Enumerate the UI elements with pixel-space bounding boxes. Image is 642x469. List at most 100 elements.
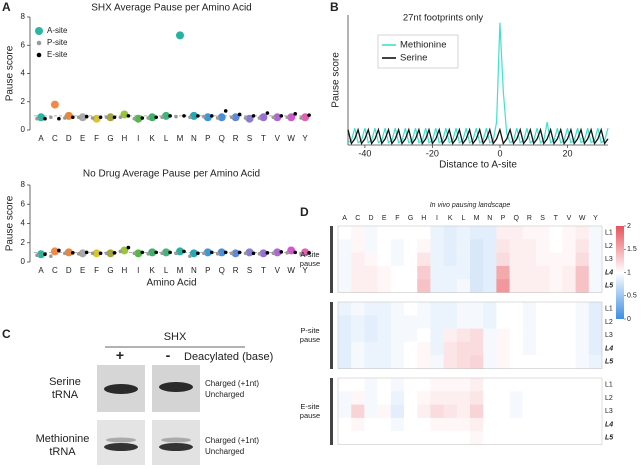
y-tick-label: 8 [21, 180, 26, 189]
heatmap-cell [417, 265, 431, 280]
column-label: P [501, 215, 506, 222]
heatmap-cell [496, 279, 510, 293]
dot [57, 248, 61, 253]
colorbar [616, 226, 624, 319]
heatmap-cell [549, 404, 563, 419]
dot [134, 249, 143, 258]
heatmap-cell [390, 378, 405, 392]
heatmap-cell [377, 341, 392, 356]
heatmap-cell [470, 341, 484, 356]
heatmap-cell [575, 302, 590, 316]
heatmap-cell [483, 302, 497, 316]
heatmap-cell [575, 252, 590, 267]
heatmap-cell [575, 404, 590, 419]
dot [245, 114, 254, 123]
dot [237, 250, 242, 255]
heatmap-cell [509, 302, 524, 316]
dot [160, 115, 164, 120]
heatmap-cell [470, 404, 484, 419]
dot [160, 251, 164, 256]
heatmap-cell [390, 279, 405, 293]
heatmap-cell [404, 265, 418, 280]
heatmap-cell [351, 265, 365, 280]
heatmap-cell [496, 252, 510, 267]
dot [50, 100, 59, 109]
heatmap-cell [338, 328, 352, 343]
dot [203, 113, 212, 122]
x-tick-label: -20 [426, 148, 439, 158]
x-tick-label: E [80, 266, 85, 275]
heatmap-cell [417, 355, 431, 369]
dot [231, 113, 240, 122]
heatmap-cell [470, 417, 484, 432]
heatmap-cell [351, 302, 365, 316]
heatmap-cell [470, 431, 484, 445]
heatmap-cell [364, 239, 378, 253]
heatmap-cell [430, 226, 444, 240]
dot [189, 249, 198, 258]
dot [293, 111, 298, 116]
x-tick-label: R [233, 266, 239, 275]
heatmap-cell [456, 302, 471, 316]
dot [84, 250, 89, 255]
heatmap-cell [588, 226, 603, 240]
x-tick-label: L [164, 266, 169, 275]
heatmap-cell [364, 404, 378, 419]
heatmap-cell [364, 417, 378, 432]
dot [168, 250, 172, 255]
heatmap-cell [351, 328, 365, 343]
heatmap-cell [443, 378, 458, 392]
heatmap-cell [536, 226, 550, 240]
dot [307, 251, 311, 255]
dot [243, 116, 248, 120]
heatmap-cell [417, 341, 431, 356]
heatmap-cell [404, 279, 418, 293]
dot [64, 111, 73, 120]
group-label: A-site pause [299, 250, 321, 269]
heatmap-cell [536, 252, 550, 267]
dot [78, 249, 87, 258]
heatmap-cell [522, 226, 537, 240]
y-tick-label: 2 [21, 238, 26, 247]
heatmap-cell [404, 239, 418, 253]
x-tick-label: Q [219, 266, 225, 275]
dot [168, 114, 172, 118]
heatmap-cell [443, 302, 458, 316]
heatmap-cell [470, 226, 484, 240]
group-frame [337, 225, 603, 293]
heatmap-cell [588, 355, 603, 369]
x-tick-label: L [164, 134, 169, 143]
row-label: L5 [605, 435, 613, 442]
x-axis-label: Amino Acid [146, 278, 196, 289]
heatmap-cell [443, 315, 458, 329]
row-label: L2 [605, 319, 613, 326]
heatmap-cell [509, 417, 524, 432]
heatmap-cell [390, 417, 405, 432]
dot [182, 249, 186, 254]
heatmap-cell [456, 279, 471, 293]
heatmap-cell [483, 226, 497, 240]
heatmap-cell [575, 239, 590, 253]
heatmap-cell [536, 341, 550, 356]
heatmap-cell [338, 252, 352, 267]
heatmap-cell [351, 404, 365, 419]
dot [90, 251, 95, 256]
panel-label: B [330, 0, 339, 14]
x-tick-label: E [80, 134, 85, 143]
y-tick-label: 6 [21, 40, 26, 49]
dot [174, 251, 178, 256]
heatmap-cell [430, 252, 444, 267]
row-label: L4 [605, 345, 613, 352]
panel-label: A [2, 0, 11, 14]
column-label: L [461, 215, 465, 222]
heatmap-cell [390, 391, 405, 405]
x-tick-label: N [191, 266, 197, 275]
heatmap-cell [536, 328, 550, 343]
x-tick-label: 20 [562, 148, 572, 158]
x-tick-label: G [107, 266, 113, 275]
heatmap-cell [390, 431, 405, 445]
dot [265, 111, 270, 115]
heatmap-cell [377, 315, 392, 329]
heatmap-cell [338, 391, 352, 405]
dot [76, 115, 81, 120]
